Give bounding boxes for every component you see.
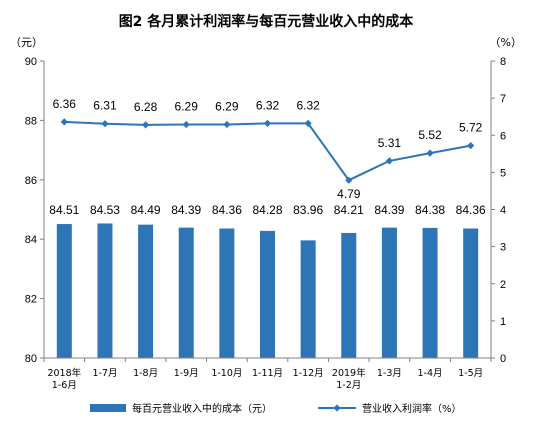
bar-7	[341, 232, 357, 358]
x-tick-label-line: 1-3月	[377, 368, 402, 379]
bar-label-10: 84.36	[456, 203, 486, 217]
bar-label-6: 83.96	[293, 203, 323, 217]
bar-9	[422, 227, 438, 358]
bar-10	[463, 228, 479, 358]
x-tick-label-line: 1-6月	[52, 380, 77, 391]
line-label-5: 6.32	[256, 98, 280, 112]
x-tick-label-3: 1-9月	[174, 368, 199, 379]
x-tick-label-line: 2018年	[47, 367, 81, 379]
left-tick-label-0: 80	[25, 353, 37, 365]
line-point-0	[60, 118, 68, 126]
bar-1	[97, 223, 113, 358]
left-tick-label-2: 84	[25, 234, 37, 246]
right-tick-label-2: 2	[500, 279, 506, 291]
bar-label-5: 84.28	[252, 203, 282, 217]
line-point-4	[223, 120, 231, 129]
x-tick-label-line: 1-2月	[336, 380, 361, 391]
x-tick-label-line: 1-10月	[211, 368, 242, 379]
x-tick-label-0: 2018年 1-6月	[47, 367, 81, 391]
x-tick-label-6: 1-12月	[293, 368, 324, 379]
bar-6	[300, 240, 316, 358]
line-point-5	[263, 119, 272, 127]
line-label-8: 5.31	[378, 136, 402, 150]
left-tick-label-3: 86	[25, 175, 37, 187]
right-tick-label-6: 6	[500, 130, 506, 142]
plot-area: 84.51 84.53 84.49 84.39 84.36 84.28 83.96 84.21…	[25, 56, 506, 391]
line-point-3	[182, 120, 190, 129]
line-point-1	[101, 120, 109, 128]
right-axis-unit: （%）	[490, 36, 522, 49]
right-tick-label-8: 8	[500, 56, 506, 68]
chart-title: 图2 各月累计利润率与每百元营业收入中的成本	[119, 13, 415, 30]
left-tick-label-4: 88	[25, 115, 37, 127]
x-tick-label-line: 1-5月	[458, 368, 483, 379]
right-tick-label-3: 3	[500, 242, 506, 254]
x-tick-label-line: 1-12月	[293, 368, 324, 379]
bar-label-3: 84.39	[171, 203, 201, 217]
x-tick-label-5: 1-11月	[252, 368, 283, 379]
line-point-8	[385, 157, 393, 165]
bar-8	[381, 227, 397, 358]
left-tick-label-1: 82	[25, 294, 37, 306]
line-point-10	[467, 142, 475, 150]
x-tick-label-line: 1-8月	[133, 368, 158, 379]
bar-label-8: 84.39	[374, 203, 404, 217]
line-label-10: 5.72	[459, 121, 483, 135]
bar-5	[260, 230, 275, 358]
legend: 每百元营业收入中的成本（元） 营业收入利润率（%）	[90, 402, 462, 415]
x-tick-label-1: 1-7月	[92, 368, 117, 379]
line-point-6	[304, 119, 312, 127]
line-point-7	[345, 176, 353, 184]
bar-label-9: 84.38	[415, 203, 445, 217]
legend-bar-swatch	[90, 404, 126, 412]
right-tick-label-5: 5	[500, 167, 506, 179]
line-label-9: 5.52	[418, 128, 442, 142]
bar-label-2: 84.49	[131, 203, 161, 217]
x-tick-label-line: 2019年	[332, 367, 366, 379]
line-point-9	[426, 149, 434, 157]
x-tick-label-line: 1-11月	[252, 368, 283, 379]
line-label-2: 6.28	[134, 100, 158, 114]
bar-label-1: 84.53	[90, 203, 120, 217]
legend-line-marker	[333, 404, 341, 412]
bar-2	[138, 224, 154, 358]
x-tick-label-4: 1-10月	[211, 368, 242, 379]
profit-rate-line	[64, 120, 471, 182]
bar-label-0: 84.51	[49, 203, 79, 217]
bar-label-4: 84.36	[212, 203, 242, 217]
x-tick-label-10: 1-5月	[458, 368, 483, 379]
bar-label-7: 84.21	[334, 203, 364, 217]
legend-bar-label: 每百元营业收入中的成本（元）	[132, 402, 272, 415]
line-point-2	[142, 121, 150, 129]
right-tick-label-1: 1	[500, 316, 506, 328]
right-tick-label-4: 4	[500, 205, 506, 217]
x-tick-label-line: 1-9月	[174, 368, 199, 379]
left-axis-unit: （元）	[10, 36, 43, 49]
line-label-1: 6.31	[93, 99, 117, 113]
line-label-3: 6.29	[175, 99, 199, 113]
left-tick-label-5: 90	[25, 56, 37, 68]
line-label-4: 6.29	[215, 99, 239, 113]
line-label-6: 6.32	[296, 98, 320, 112]
x-tick-label-9: 1-4月	[418, 368, 443, 379]
right-tick-label-7: 7	[500, 93, 506, 105]
legend-line-label: 营业收入利润率（%）	[362, 402, 462, 415]
line-label-7: 4.79	[337, 187, 361, 201]
bar-4	[219, 228, 235, 358]
x-tick-label-8: 1-3月	[377, 368, 402, 379]
bar-0	[56, 224, 72, 358]
x-tick-label-7: 2019年 1-2月	[332, 367, 366, 391]
right-tick-label-0: 0	[500, 353, 506, 365]
line-label-0: 6.36	[53, 97, 77, 111]
x-tick-label-line: 1-7月	[92, 368, 117, 379]
bar-3	[178, 227, 194, 358]
x-tick-label-line: 1-4月	[418, 368, 443, 379]
x-tick-label-2: 1-8月	[133, 368, 158, 379]
